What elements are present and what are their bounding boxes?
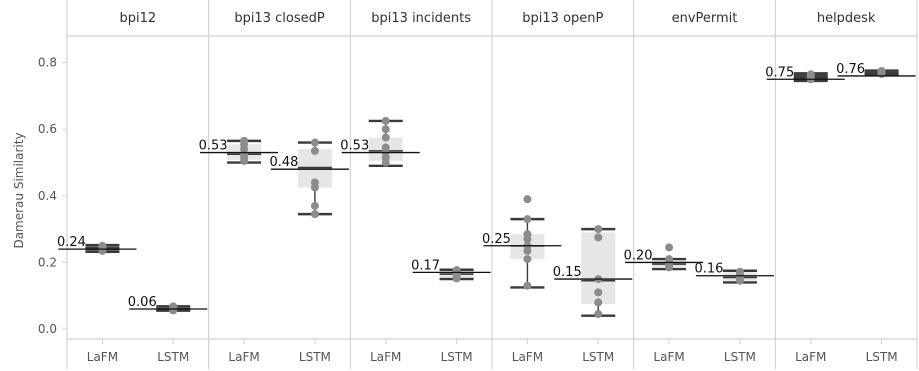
mean-label: 0.15 xyxy=(553,265,582,280)
y-tick-label: 0.0 xyxy=(38,322,57,336)
mean-label: 0.06 xyxy=(128,295,157,310)
x-tick-label: LaFM xyxy=(512,350,543,364)
y-tick-label: 0.8 xyxy=(38,56,57,70)
data-point xyxy=(594,310,603,319)
x-tick-label: LaFM xyxy=(87,350,118,364)
x-tick-label: LaFM xyxy=(370,350,401,364)
data-point xyxy=(523,255,532,264)
data-point xyxy=(523,281,532,290)
x-tick-label: LaFM xyxy=(228,350,259,364)
data-point xyxy=(310,138,319,147)
x-tick-label: LSTM xyxy=(582,350,614,364)
x-tick-label: LSTM xyxy=(299,350,331,364)
mean-label: 0.76 xyxy=(836,62,865,77)
data-point xyxy=(523,195,532,204)
data-point xyxy=(381,133,390,142)
data-point xyxy=(523,215,532,224)
data-point xyxy=(310,178,319,187)
mean-label: 0.20 xyxy=(624,248,653,263)
data-point xyxy=(310,146,319,155)
mean-label: 0.17 xyxy=(411,258,440,273)
data-point xyxy=(523,230,532,239)
mean-label: 0.24 xyxy=(57,235,86,250)
data-point xyxy=(98,241,107,250)
facet-title: bpi13 openP xyxy=(522,11,603,26)
mean-label: 0.53 xyxy=(199,139,228,154)
facet-title: envPermit xyxy=(672,11,738,26)
data-point xyxy=(877,66,886,75)
data-point xyxy=(806,70,815,79)
data-point xyxy=(735,267,744,276)
data-point xyxy=(665,243,674,252)
x-tick-label: LSTM xyxy=(866,350,898,364)
mean-label: 0.48 xyxy=(269,155,298,170)
y-tick-label: 0.6 xyxy=(38,122,57,136)
mean-label: 0.75 xyxy=(765,65,794,80)
facet-title: helpdesk xyxy=(817,11,876,26)
facet-title: bpi12 xyxy=(119,11,156,26)
facet-title: bpi13 closedP xyxy=(234,11,325,26)
mean-label: 0.53 xyxy=(340,139,369,154)
y-tick-label: 0.2 xyxy=(38,255,57,269)
data-point xyxy=(240,136,249,145)
x-tick-label: LSTM xyxy=(724,350,756,364)
data-point xyxy=(381,125,390,134)
x-tick-label: LaFM xyxy=(653,350,684,364)
data-point xyxy=(594,233,603,242)
data-point xyxy=(594,225,603,234)
data-point xyxy=(381,116,390,125)
y-tick-label: 0.4 xyxy=(38,189,57,203)
mean-label: 0.16 xyxy=(694,262,723,277)
x-tick-label: LSTM xyxy=(441,350,473,364)
data-point xyxy=(665,255,674,264)
data-point xyxy=(169,302,178,311)
y-axis-title: Damerau Similarity xyxy=(12,132,26,248)
facet-title: bpi13 incidents xyxy=(371,11,471,26)
data-point xyxy=(310,201,319,210)
data-point xyxy=(381,143,390,152)
x-tick-label: LaFM xyxy=(795,350,826,364)
data-point xyxy=(594,288,603,297)
data-point xyxy=(310,210,319,219)
x-tick-label: LSTM xyxy=(157,350,189,364)
data-point xyxy=(594,298,603,307)
mean-label: 0.25 xyxy=(482,232,511,247)
